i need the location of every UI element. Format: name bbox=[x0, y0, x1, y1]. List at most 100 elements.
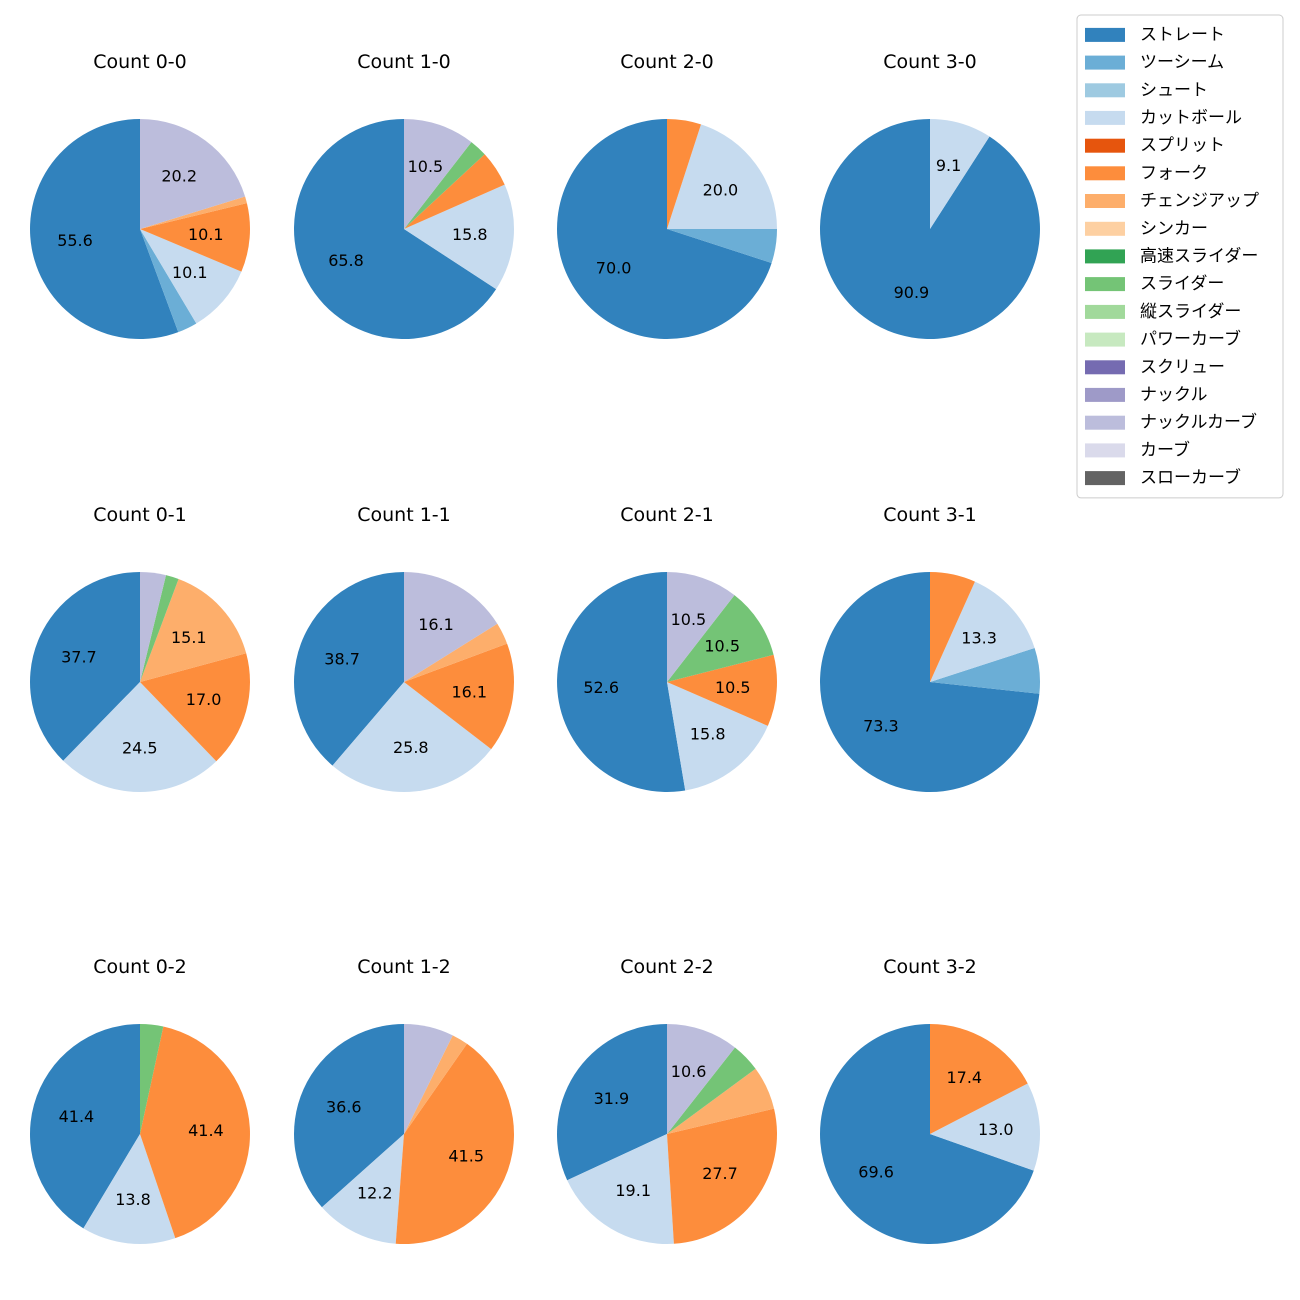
pie-title: Count 1-2 bbox=[357, 956, 451, 978]
slice-label: 17.0 bbox=[186, 690, 222, 709]
slice-label: 13.3 bbox=[961, 628, 997, 647]
pie-panel: Count 2-1 52.6 15.8 10.5 10.5 10.5 bbox=[557, 504, 778, 792]
legend-swatch bbox=[1085, 304, 1125, 319]
pie-slice bbox=[140, 578, 247, 682]
pie-slice bbox=[667, 572, 735, 682]
pie-panel: Count 1-0 65.8 15.8 10.5 bbox=[293, 51, 515, 339]
slice-label: 16.1 bbox=[451, 682, 487, 701]
slice-label: 20.0 bbox=[703, 181, 739, 200]
legend-swatch bbox=[1085, 221, 1125, 236]
pie-slice bbox=[404, 572, 498, 682]
legend-item: スプリット bbox=[1085, 136, 1225, 156]
pie-slice bbox=[63, 682, 217, 792]
pie-slice bbox=[83, 1134, 176, 1244]
legend-swatch bbox=[1085, 443, 1125, 458]
slice-label: 15.8 bbox=[452, 225, 488, 244]
legend-item: シンカー bbox=[1085, 219, 1208, 239]
pie-panel: Count 2-0 70.0 20.0 bbox=[557, 51, 777, 339]
slice-label: 65.8 bbox=[328, 251, 364, 270]
slice-label: 27.7 bbox=[702, 1164, 738, 1183]
pie-slice bbox=[930, 581, 1035, 682]
legend-swatch bbox=[1085, 360, 1125, 375]
legend-label: ツーシーム bbox=[1140, 53, 1224, 73]
pie-slice bbox=[140, 653, 250, 762]
pie-title: Count 2-2 bbox=[620, 956, 714, 978]
legend-item: チェンジアップ bbox=[1085, 191, 1259, 211]
legend-swatch bbox=[1085, 166, 1125, 181]
pie-slice bbox=[140, 1024, 164, 1134]
legend-item: ナックル bbox=[1085, 385, 1208, 405]
legend-label: フォーク bbox=[1140, 163, 1208, 183]
slice-label: 55.6 bbox=[57, 231, 93, 250]
pie-slice bbox=[819, 119, 1040, 339]
pie-slice bbox=[557, 119, 772, 339]
pie-slice bbox=[29, 1024, 140, 1229]
legend-label: 縦スライダー bbox=[1140, 302, 1241, 322]
pie-slice bbox=[820, 1024, 1034, 1245]
pie-slice bbox=[667, 595, 774, 682]
pie-slice bbox=[294, 572, 404, 766]
legend-item: パワーカーブ bbox=[1085, 329, 1241, 350]
pie-title: Count 2-0 bbox=[620, 51, 714, 73]
legend-label: ナックル bbox=[1140, 385, 1208, 405]
pie-slice bbox=[667, 1108, 777, 1244]
slice-label: 19.1 bbox=[615, 1181, 651, 1200]
legend-item: カーブ bbox=[1085, 439, 1190, 460]
pie-slice bbox=[140, 572, 167, 682]
legend-swatch bbox=[1085, 83, 1125, 98]
slice-label: 17.4 bbox=[946, 1068, 982, 1087]
pie-title: Count 3-0 bbox=[883, 51, 977, 73]
slice-label: 24.5 bbox=[122, 739, 158, 758]
pie-panel: Count 0-1 37.7 24.5 17.0 15.1 bbox=[30, 504, 250, 792]
pie-panel: Count 2-2 31.9 19.1 27.7 10.6 bbox=[557, 956, 777, 1244]
pie-title: Count 0-2 bbox=[93, 956, 187, 978]
pie-slice bbox=[30, 119, 179, 340]
pie-slice bbox=[930, 119, 990, 229]
slice-label: 37.7 bbox=[61, 648, 97, 667]
legend-label: スクリュー bbox=[1140, 357, 1225, 377]
legend-swatch bbox=[1085, 277, 1125, 292]
legend-swatch bbox=[1085, 110, 1125, 125]
pie-title: Count 1-1 bbox=[357, 504, 451, 526]
pie-slice bbox=[140, 229, 197, 333]
pie-slice bbox=[819, 572, 1040, 792]
legend-label: スプリット bbox=[1140, 136, 1225, 156]
legend-swatch bbox=[1085, 471, 1125, 486]
legend-item: 高速スライダー bbox=[1085, 246, 1258, 266]
legend-label: ナックルカーブ bbox=[1140, 412, 1257, 433]
pie-slice bbox=[930, 1083, 1041, 1171]
slice-label: 31.9 bbox=[594, 1089, 630, 1108]
pie-slice bbox=[667, 654, 778, 726]
slice-label: 52.6 bbox=[583, 678, 619, 697]
slice-label: 41.5 bbox=[448, 1147, 484, 1166]
legend-item: 縦スライダー bbox=[1085, 302, 1241, 322]
pie-slice bbox=[395, 1043, 514, 1245]
pie-slice bbox=[667, 119, 701, 229]
legend-label: チェンジアップ bbox=[1140, 191, 1259, 211]
pie-slice bbox=[404, 142, 485, 229]
legend-label: カットボール bbox=[1140, 108, 1242, 128]
legend-item: カットボール bbox=[1085, 108, 1242, 128]
slice-label: 25.8 bbox=[393, 738, 429, 757]
pie-title: Count 0-1 bbox=[93, 504, 187, 526]
slice-label: 16.1 bbox=[418, 615, 454, 634]
pie-panel: Count 3-0 90.9 9.1 bbox=[819, 51, 1040, 339]
slice-label: 15.8 bbox=[690, 725, 726, 744]
legend-frame bbox=[1076, 14, 1284, 499]
pie-panel: Count 1-2 36.6 12.2 41.5 bbox=[294, 956, 514, 1245]
legend-swatch bbox=[1085, 249, 1125, 264]
slice-label: 12.2 bbox=[357, 1184, 393, 1203]
legend-swatch bbox=[1085, 194, 1125, 208]
pie-slice bbox=[930, 1023, 1028, 1134]
slice-label: 70.0 bbox=[596, 258, 632, 277]
pie-slice bbox=[667, 124, 777, 229]
pie-slice bbox=[667, 1047, 756, 1134]
legend-label: スライダー bbox=[1140, 274, 1224, 294]
legend-swatch bbox=[1085, 27, 1125, 42]
slice-label: 10.5 bbox=[715, 678, 751, 697]
legend-swatch bbox=[1085, 332, 1125, 347]
pie-title: Count 0-0 bbox=[93, 51, 187, 73]
pie-title: Count 1-0 bbox=[357, 51, 451, 73]
pie-title: Count 2-1 bbox=[620, 504, 714, 526]
